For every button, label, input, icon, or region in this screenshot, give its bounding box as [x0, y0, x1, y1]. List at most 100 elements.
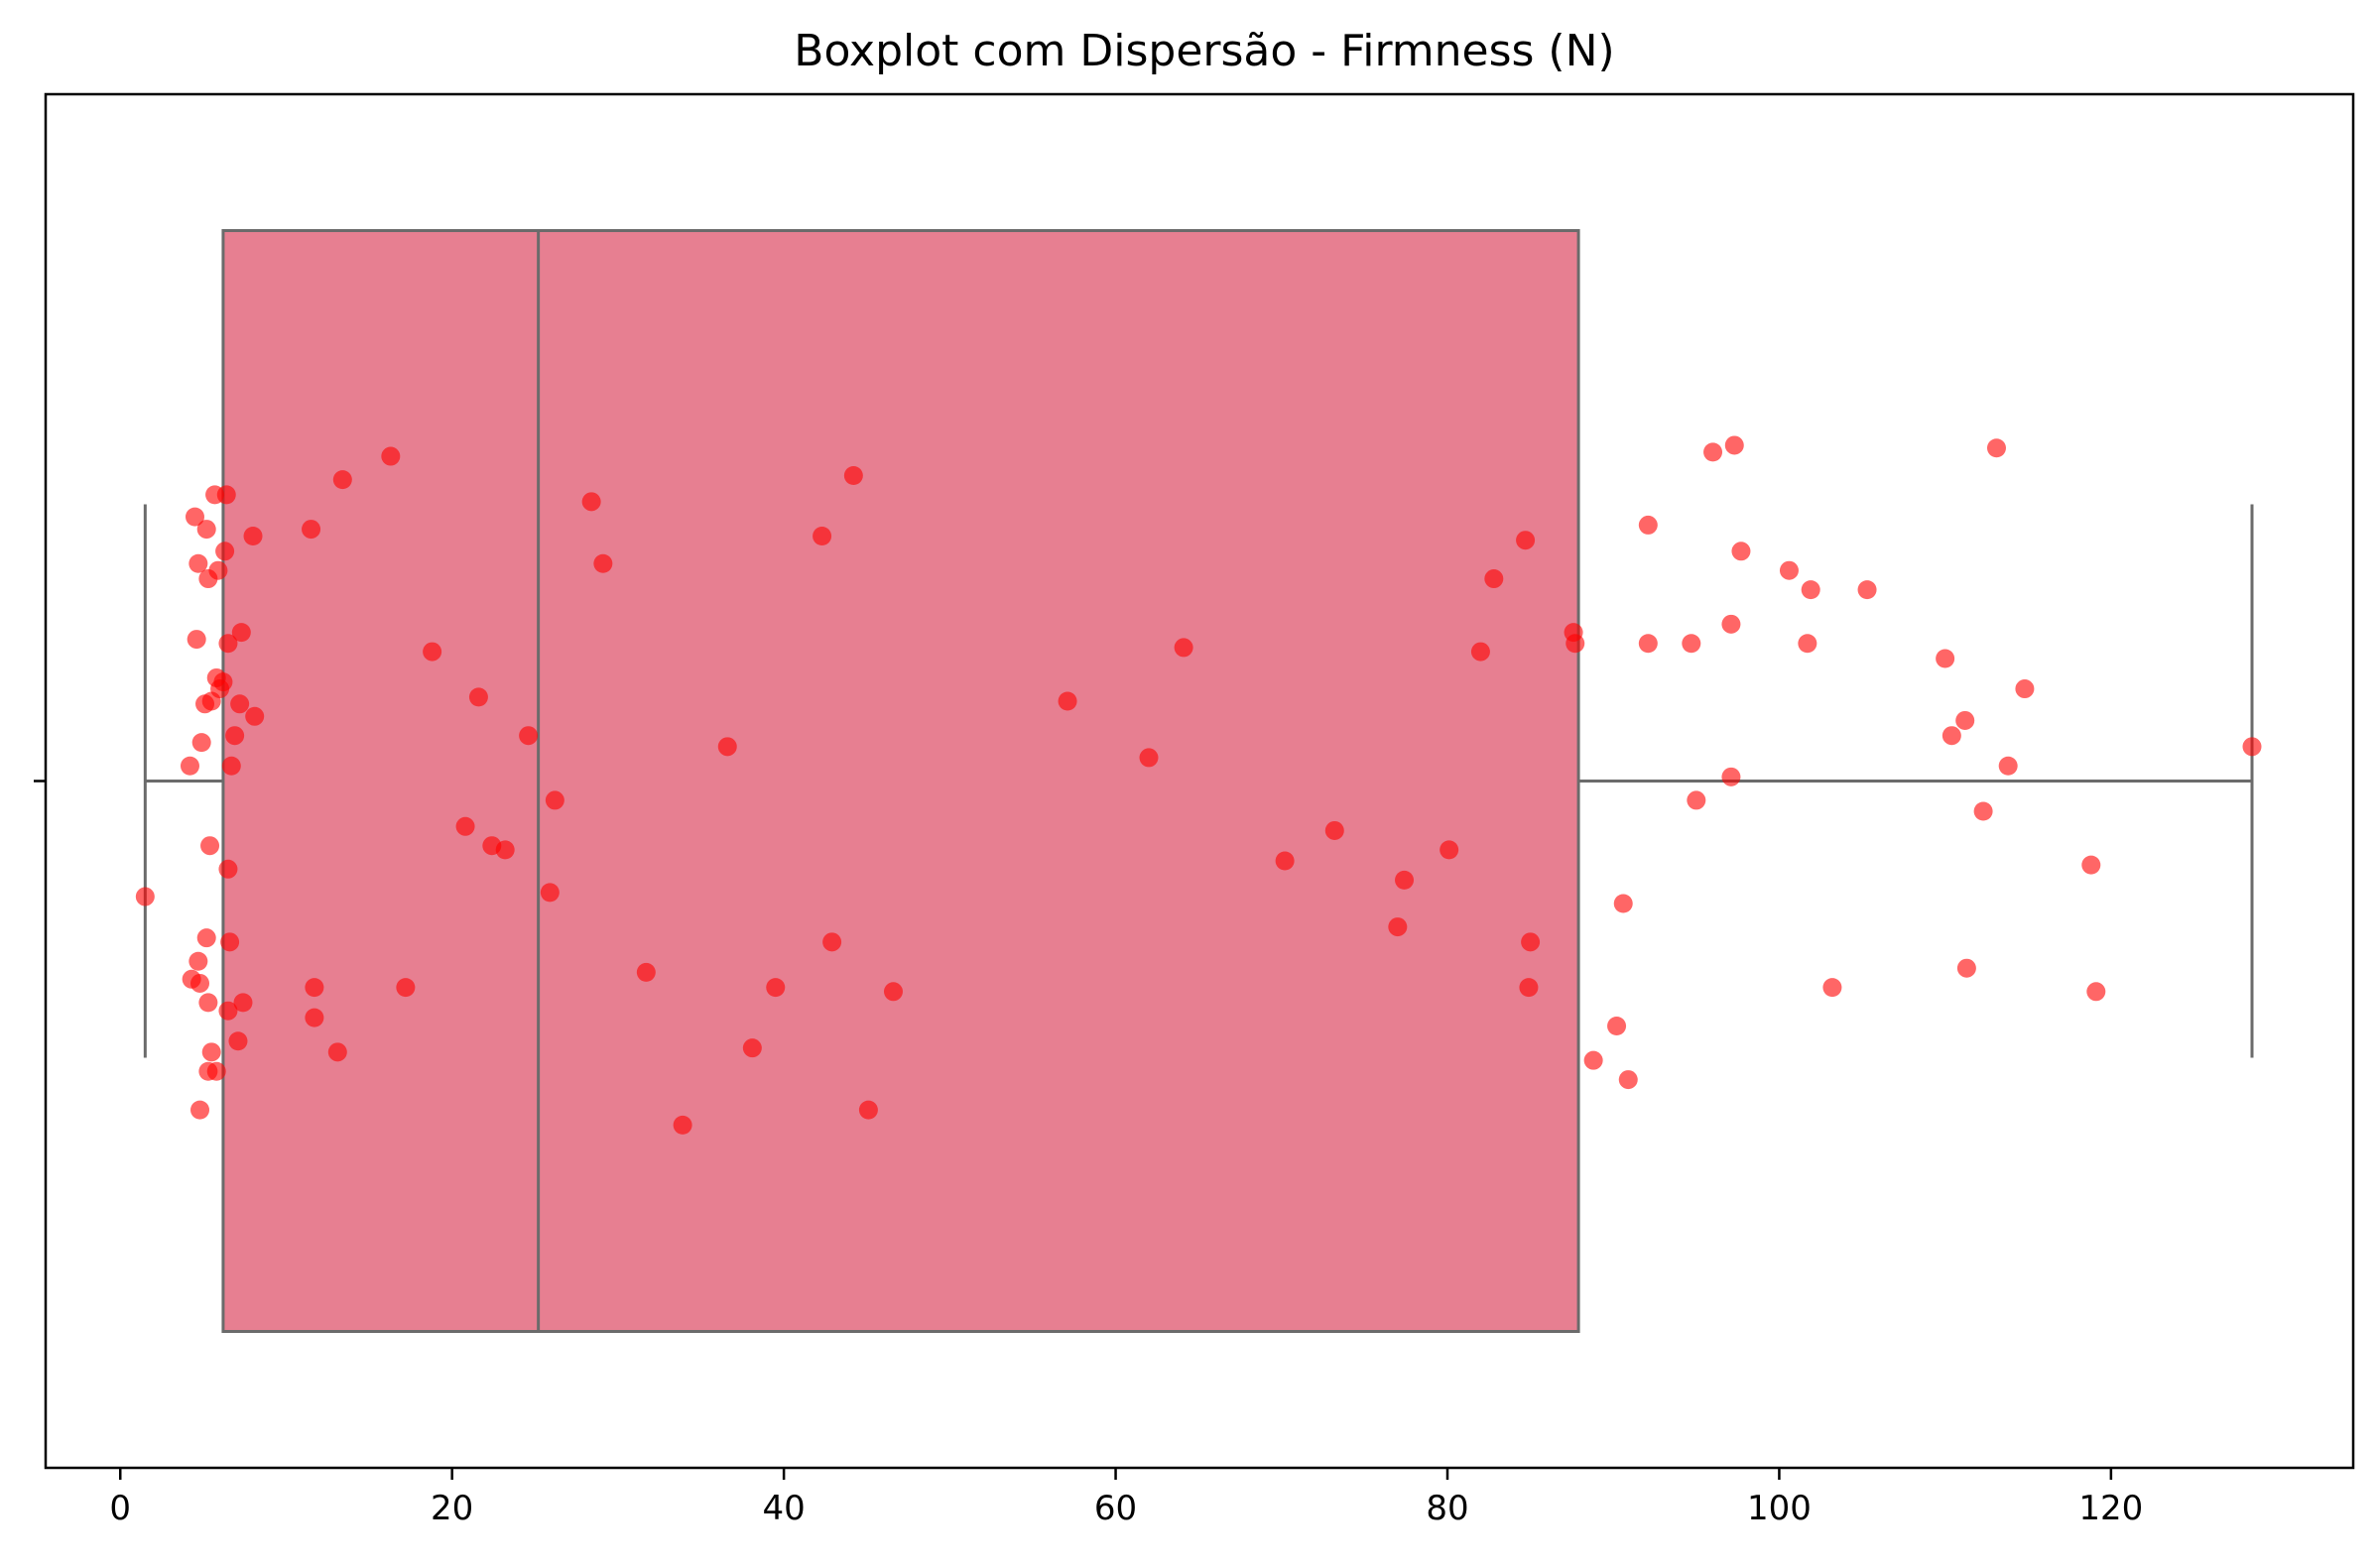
data-point	[455, 816, 475, 836]
data-point	[2086, 982, 2106, 1002]
data-point	[396, 978, 416, 998]
data-point	[540, 883, 560, 903]
data-point	[230, 694, 250, 714]
data-point	[593, 553, 613, 573]
data-point	[228, 1031, 248, 1051]
x-tick-label: 0	[109, 1489, 131, 1528]
data-point	[218, 859, 238, 879]
data-point	[188, 553, 208, 573]
data-point	[636, 962, 656, 982]
data-point	[1721, 767, 1741, 786]
data-point	[1613, 894, 1633, 913]
data-point	[196, 520, 216, 540]
plot-area	[143, 229, 2254, 1333]
data-point	[233, 993, 253, 1013]
x-tick-label: 20	[431, 1489, 473, 1528]
data-point	[858, 1100, 878, 1120]
data-point	[190, 973, 210, 993]
data-point	[135, 887, 155, 906]
data-point	[187, 630, 206, 650]
data-point	[495, 840, 515, 860]
data-point	[1440, 840, 1459, 860]
data-point	[2015, 679, 2035, 699]
chart-title: Boxplot com Dispersão - Firmness (N)	[794, 26, 1614, 76]
data-point	[1724, 435, 1744, 455]
data-point	[883, 982, 903, 1002]
data-point	[1516, 531, 1536, 550]
data-point	[468, 687, 488, 707]
scatter-points	[135, 435, 2262, 1135]
data-point	[1942, 726, 1961, 746]
iqr-box	[221, 229, 1580, 1333]
data-point	[180, 756, 199, 776]
data-point	[2081, 855, 2101, 875]
data-point	[519, 726, 539, 746]
data-point	[198, 993, 218, 1013]
data-point	[1324, 820, 1344, 840]
data-point	[198, 1061, 218, 1081]
data-point	[215, 542, 235, 561]
data-point	[766, 978, 786, 998]
data-point	[198, 569, 218, 589]
data-point	[381, 446, 401, 466]
x-tick-label: 100	[1747, 1489, 1812, 1528]
data-point	[305, 1008, 324, 1027]
x-tick-label: 60	[1094, 1489, 1137, 1528]
data-point	[201, 1042, 221, 1062]
data-point	[1566, 634, 1585, 654]
data-point	[220, 932, 240, 952]
data-point	[717, 737, 737, 757]
data-point	[673, 1115, 692, 1135]
data-point	[185, 507, 204, 527]
data-point	[1955, 710, 1975, 730]
data-point	[1721, 614, 1741, 634]
data-point	[1682, 634, 1701, 654]
data-point	[813, 527, 832, 546]
data-point	[1395, 870, 1415, 890]
data-point	[1638, 634, 1658, 654]
data-point	[423, 642, 442, 662]
data-point	[200, 836, 220, 856]
data-point	[327, 1042, 347, 1062]
data-point	[1801, 580, 1820, 600]
data-point	[1275, 851, 1295, 871]
data-point	[243, 527, 263, 546]
data-point	[221, 756, 241, 776]
data-point	[1607, 1016, 1627, 1035]
data-point	[245, 706, 265, 726]
data-point	[1470, 642, 1490, 662]
data-point	[1779, 560, 1799, 580]
data-point	[742, 1038, 762, 1058]
data-point	[1519, 978, 1539, 998]
data-point	[218, 1001, 238, 1021]
data-point	[1731, 542, 1751, 561]
axes: 0 20 40 60 80 100 120	[34, 92, 2355, 1528]
data-point	[1484, 569, 1504, 589]
data-point	[1521, 932, 1541, 952]
data-point	[1139, 748, 1159, 768]
data-point	[545, 790, 564, 810]
data-point	[843, 465, 863, 485]
data-point	[1998, 756, 2018, 776]
data-point	[2242, 737, 2262, 757]
data-point	[581, 492, 601, 512]
data-point	[188, 951, 208, 971]
data-point	[1798, 634, 1817, 654]
data-point	[1956, 958, 1976, 978]
data-point	[196, 928, 216, 948]
data-point	[1703, 442, 1723, 462]
data-point	[1638, 515, 1658, 535]
data-point	[332, 470, 352, 490]
data-point	[1936, 649, 1955, 668]
data-point	[1857, 580, 1877, 600]
data-point	[225, 726, 245, 746]
data-point	[302, 520, 321, 540]
x-tick-label: 80	[1426, 1489, 1468, 1528]
data-point	[1058, 691, 1077, 711]
data-point	[206, 667, 226, 687]
data-point	[1822, 978, 1842, 998]
data-point	[1388, 917, 1408, 937]
data-point	[195, 694, 215, 714]
